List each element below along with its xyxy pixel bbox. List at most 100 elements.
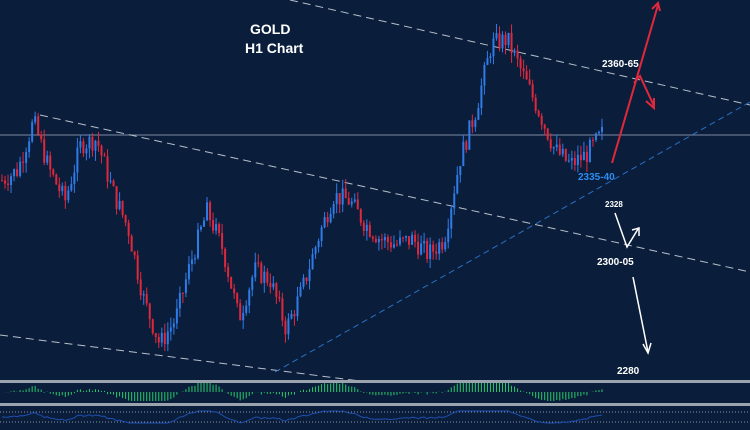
level-label-2328: 2328	[605, 200, 623, 209]
candle-body	[513, 50, 516, 53]
oscillator-histogram	[4, 383, 603, 401]
candle-body	[453, 193, 456, 209]
candle-body	[206, 202, 209, 221]
candle-body	[55, 174, 58, 185]
panel-divider-2[interactable]	[0, 403, 750, 406]
candle-body	[142, 294, 145, 296]
candle-body	[269, 282, 272, 288]
candle-body	[516, 50, 519, 59]
candle-body	[459, 166, 462, 176]
candle-body	[320, 227, 323, 241]
candle-body	[233, 288, 236, 294]
candle-body	[585, 151, 588, 162]
candle-body	[136, 255, 139, 280]
lower-channel-line	[0, 334, 361, 382]
candle-body	[203, 220, 206, 227]
candle-body	[272, 283, 275, 288]
candle-body	[426, 240, 429, 260]
candle-body	[199, 226, 202, 230]
candle-body	[88, 136, 91, 149]
candle-body	[85, 148, 88, 154]
candle-body	[19, 161, 22, 176]
candle-body	[190, 259, 193, 265]
candle-body	[148, 303, 151, 320]
candle-body	[227, 267, 230, 277]
red-arrow-reverse-head	[645, 98, 655, 111]
candle-body	[558, 144, 561, 155]
candle-body	[103, 155, 106, 157]
candle-body	[438, 242, 441, 254]
candle-body	[579, 154, 582, 161]
candle-body	[564, 149, 567, 161]
candle-body	[601, 127, 603, 132]
candle-body	[405, 236, 408, 238]
candle-body	[531, 84, 534, 98]
candle-body	[221, 233, 224, 249]
candle-body	[350, 201, 353, 205]
candle-body	[474, 119, 477, 127]
candle-body	[383, 236, 386, 241]
candle-body	[178, 292, 181, 309]
candle-body	[296, 296, 299, 317]
candle-body	[28, 141, 31, 153]
candle-body	[420, 243, 423, 255]
candle-body	[398, 237, 401, 245]
candle-body	[209, 202, 212, 221]
candle-body	[112, 180, 115, 187]
candle-body	[380, 239, 383, 241]
candle-body	[118, 200, 121, 209]
candle-body	[561, 149, 564, 155]
candle-body	[91, 136, 94, 151]
candle-body	[317, 240, 320, 248]
candle-body	[555, 144, 558, 148]
candle-body	[344, 188, 347, 199]
candle-body	[495, 33, 498, 39]
candle-body	[181, 292, 184, 294]
candle-body	[175, 308, 178, 324]
candle-body	[525, 71, 528, 80]
candle-body	[124, 215, 127, 223]
candle-body	[34, 116, 37, 123]
candle-body	[570, 158, 573, 161]
candle-body	[193, 258, 196, 260]
candle-body	[43, 139, 46, 163]
candle-body	[1, 180, 3, 182]
candle-body	[302, 277, 305, 287]
candle-body	[362, 222, 365, 231]
candle-body	[13, 169, 16, 177]
candle-body	[395, 244, 398, 246]
candle-body	[338, 193, 341, 205]
candle-body	[504, 34, 507, 45]
candle-body	[61, 185, 64, 192]
candle-body	[441, 242, 444, 250]
candle-body	[323, 217, 326, 228]
candle-body	[549, 139, 552, 149]
candle-body	[37, 116, 40, 135]
candle-body	[196, 229, 199, 259]
panel-divider-1[interactable]	[0, 380, 750, 383]
candle-body	[540, 115, 543, 125]
candle-body	[371, 236, 374, 239]
candle-body	[456, 175, 459, 194]
candle-body	[594, 133, 597, 140]
candle-body	[287, 318, 290, 335]
candle-body	[293, 313, 296, 317]
candle-body	[133, 251, 136, 256]
candle-body	[67, 190, 70, 201]
candle-body	[408, 236, 411, 245]
candle-body	[284, 320, 287, 335]
candle-body	[281, 298, 284, 321]
candle-body	[308, 269, 311, 282]
candle-body	[314, 247, 317, 254]
candle-body	[435, 251, 438, 254]
candle-body	[25, 152, 28, 163]
candle-body	[591, 139, 594, 141]
candle-body	[356, 199, 359, 210]
candle-body	[49, 155, 52, 170]
white-arrow-down	[632, 276, 649, 353]
candle-body	[172, 323, 175, 328]
candle-body	[263, 271, 266, 283]
candle-body	[94, 140, 97, 151]
candle-body	[230, 276, 233, 289]
